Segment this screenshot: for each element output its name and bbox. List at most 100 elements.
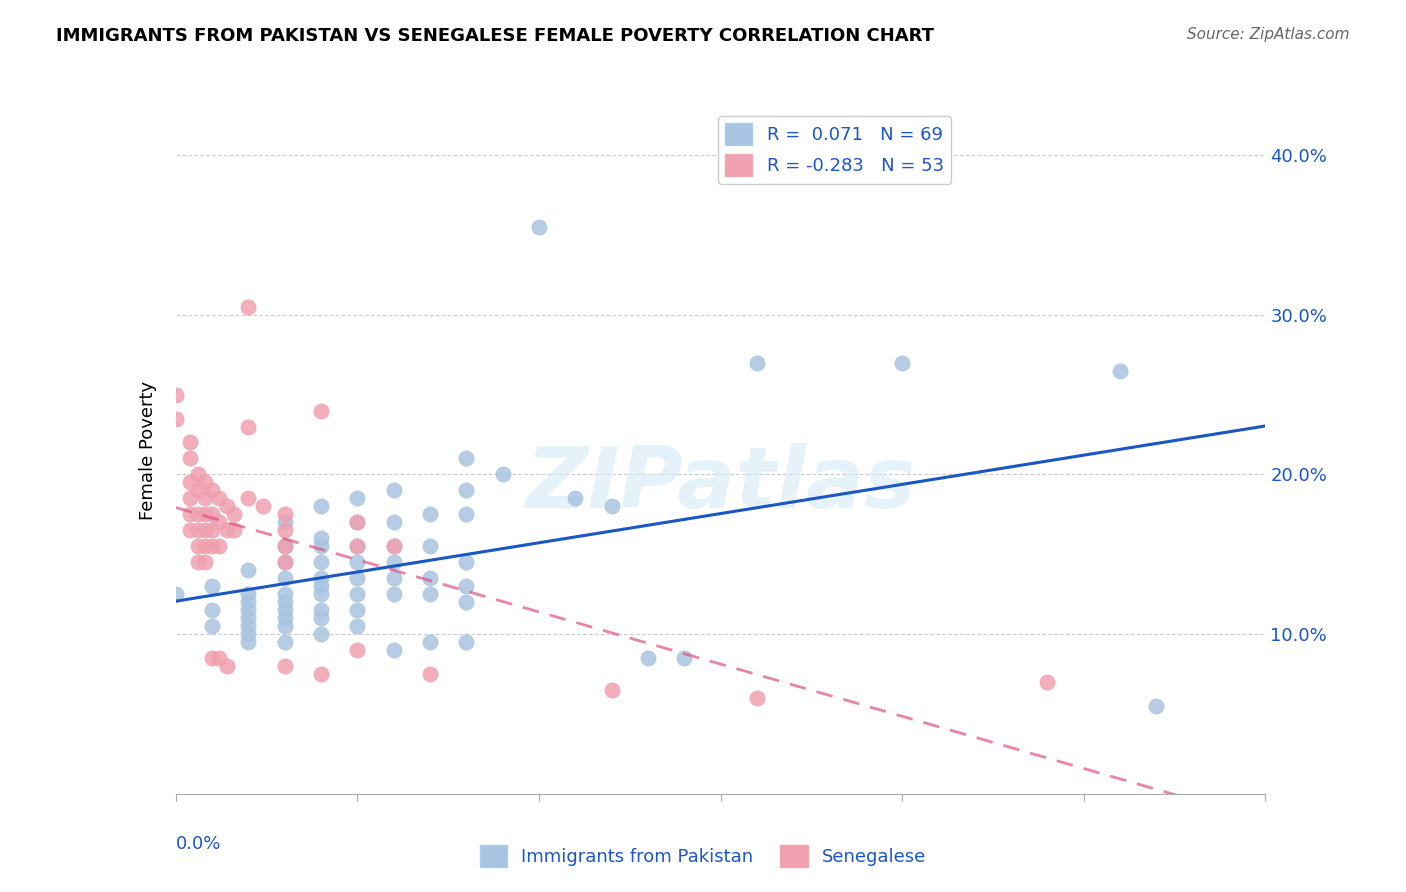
Point — [891, 356, 914, 370]
Y-axis label: Female Poverty: Female Poverty — [139, 381, 157, 520]
Point — [179, 508, 201, 522]
Point — [179, 451, 201, 466]
Point — [1036, 675, 1059, 690]
Point — [274, 611, 297, 625]
Point — [309, 603, 332, 617]
Point — [274, 524, 297, 538]
Point — [201, 579, 224, 593]
Point — [346, 587, 368, 601]
Point — [274, 659, 297, 673]
Point — [238, 300, 260, 314]
Point — [346, 539, 368, 553]
Point — [600, 683, 623, 698]
Point — [309, 571, 332, 585]
Point — [346, 491, 368, 506]
Point — [346, 516, 368, 530]
Legend: R =  0.071   N = 69, R = -0.283   N = 53: R = 0.071 N = 69, R = -0.283 N = 53 — [718, 116, 952, 184]
Point — [456, 451, 478, 466]
Point — [346, 603, 368, 617]
Point — [274, 555, 297, 569]
Point — [238, 627, 260, 641]
Point — [419, 667, 441, 681]
Point — [238, 635, 260, 649]
Point — [492, 467, 515, 482]
Point — [1146, 699, 1168, 714]
Point — [201, 603, 224, 617]
Point — [1109, 363, 1132, 377]
Point — [238, 587, 260, 601]
Point — [208, 491, 231, 506]
Point — [179, 524, 201, 538]
Point — [637, 651, 659, 665]
Point — [238, 563, 260, 577]
Point — [309, 403, 332, 417]
Text: 0.0%: 0.0% — [176, 835, 221, 853]
Point — [208, 651, 231, 665]
Point — [165, 587, 187, 601]
Point — [194, 475, 217, 490]
Point — [456, 483, 478, 498]
Text: Source: ZipAtlas.com: Source: ZipAtlas.com — [1187, 27, 1350, 42]
Point — [382, 587, 405, 601]
Point — [179, 475, 201, 490]
Point — [238, 595, 260, 609]
Point — [252, 500, 274, 514]
Point — [194, 555, 217, 569]
Text: ZIPatlas: ZIPatlas — [526, 443, 915, 526]
Point — [274, 603, 297, 617]
Point — [201, 539, 224, 553]
Point — [346, 539, 368, 553]
Point — [274, 516, 297, 530]
Point — [186, 524, 209, 538]
Point — [456, 579, 478, 593]
Point — [201, 524, 224, 538]
Point — [274, 595, 297, 609]
Point — [456, 595, 478, 609]
Point — [274, 508, 297, 522]
Point — [382, 483, 405, 498]
Point — [309, 627, 332, 641]
Point — [309, 611, 332, 625]
Point — [186, 508, 209, 522]
Point — [274, 571, 297, 585]
Point — [274, 587, 297, 601]
Point — [238, 491, 260, 506]
Point — [346, 516, 368, 530]
Point — [238, 419, 260, 434]
Point — [222, 508, 245, 522]
Point — [201, 651, 224, 665]
Point — [419, 571, 441, 585]
Point — [309, 539, 332, 553]
Point — [274, 539, 297, 553]
Point — [186, 539, 209, 553]
Point — [419, 508, 441, 522]
Point — [186, 555, 209, 569]
Point — [309, 555, 332, 569]
Point — [382, 571, 405, 585]
Point — [673, 651, 696, 665]
Point — [194, 524, 217, 538]
Point — [274, 619, 297, 633]
Point — [745, 691, 768, 706]
Point — [309, 587, 332, 601]
Point — [222, 524, 245, 538]
Point — [419, 635, 441, 649]
Point — [179, 435, 201, 450]
Point — [165, 387, 187, 401]
Point — [238, 619, 260, 633]
Text: IMMIGRANTS FROM PAKISTAN VS SENEGALESE FEMALE POVERTY CORRELATION CHART: IMMIGRANTS FROM PAKISTAN VS SENEGALESE F… — [56, 27, 934, 45]
Point — [309, 667, 332, 681]
Point — [382, 539, 405, 553]
Point — [238, 603, 260, 617]
Point — [564, 491, 586, 506]
Point — [527, 219, 550, 234]
Point — [456, 555, 478, 569]
Point — [274, 555, 297, 569]
Point — [215, 500, 238, 514]
Point — [309, 500, 332, 514]
Point — [346, 571, 368, 585]
Point — [600, 500, 623, 514]
Point — [179, 491, 201, 506]
Point — [194, 491, 217, 506]
Point — [456, 635, 478, 649]
